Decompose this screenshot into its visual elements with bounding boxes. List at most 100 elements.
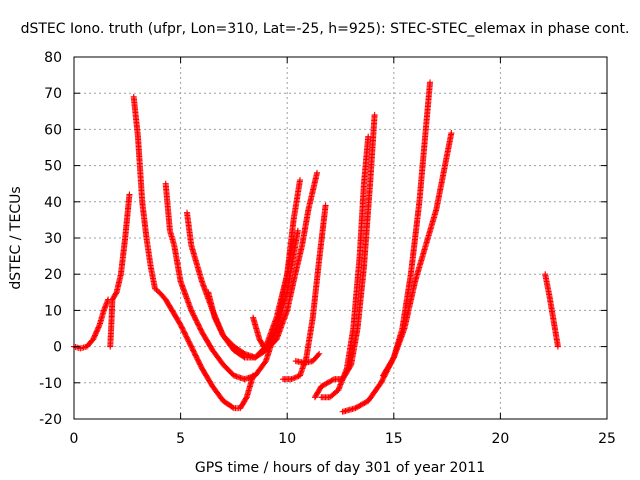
trace-marker — [319, 382, 326, 389]
trace-marker — [194, 320, 201, 327]
trace-marker — [229, 404, 236, 411]
trace-marker — [192, 351, 199, 358]
trace-marker — [192, 316, 199, 323]
data-point — [314, 169, 321, 176]
trace-marker — [96, 323, 103, 330]
trace-marker — [190, 312, 197, 319]
data-point — [352, 405, 359, 412]
trace-marker — [192, 352, 199, 359]
trace-marker — [191, 313, 198, 320]
data-point — [371, 111, 378, 118]
trace-marker — [354, 403, 361, 410]
trace-marker — [195, 322, 202, 329]
trace-marker — [362, 399, 369, 406]
data-point — [427, 79, 434, 86]
trace-marker — [215, 322, 222, 329]
data-point — [324, 379, 331, 386]
trace-marker — [197, 361, 204, 368]
data-point — [90, 336, 97, 343]
trace-marker — [190, 348, 197, 355]
data-point — [288, 376, 295, 383]
trace-marker — [218, 328, 225, 335]
data-point — [126, 191, 133, 198]
y-tick-label: 30 — [44, 231, 62, 247]
trace-marker — [197, 326, 204, 333]
trace-marker — [197, 362, 204, 369]
chart-title: dSTEC Iono. truth (ufpr, Lon=310, Lat=-2… — [21, 21, 630, 37]
trace-marker — [193, 317, 200, 324]
trace-marker — [190, 347, 197, 354]
data-point — [211, 314, 218, 321]
trace-marker — [322, 381, 329, 388]
x-tick-label: 20 — [491, 431, 509, 447]
trace-marker — [178, 323, 185, 330]
trace-marker — [357, 402, 364, 409]
trace-marker — [178, 324, 185, 331]
data-point — [365, 133, 372, 140]
trace-marker — [214, 319, 221, 326]
y-tick-label: -10 — [39, 376, 62, 392]
trace-marker — [214, 321, 221, 328]
data-point — [296, 177, 303, 184]
trace-marker — [179, 325, 186, 332]
y-tick-label: 70 — [44, 86, 62, 102]
data-point — [322, 202, 329, 209]
data-point — [294, 227, 301, 234]
trace-marker — [194, 356, 201, 363]
trace-marker — [328, 377, 335, 384]
data-point — [554, 343, 561, 350]
trace-marker — [112, 290, 119, 297]
trace-marker — [196, 360, 203, 367]
data-series — [71, 79, 561, 415]
trace-marker — [95, 324, 102, 331]
trace-marker — [217, 326, 224, 333]
trace-marker — [353, 404, 360, 411]
trace-marker — [195, 321, 202, 328]
trace-marker — [212, 317, 219, 324]
y-tick-label: 60 — [44, 122, 62, 138]
trace-marker — [361, 400, 368, 407]
trace-marker — [181, 330, 188, 337]
trace-marker — [320, 381, 327, 388]
data-point — [188, 307, 195, 314]
trace-marker — [94, 325, 101, 332]
trace-marker — [360, 400, 367, 407]
data-point — [318, 383, 325, 390]
trace-marker — [213, 318, 220, 325]
y-tick-label: 50 — [44, 159, 62, 175]
y-axis-label: dSTEC / TECUs — [8, 186, 24, 289]
trace-marker — [191, 349, 198, 356]
trace-marker — [215, 323, 222, 330]
trace-marker — [323, 380, 330, 387]
trace-marker — [193, 353, 200, 360]
trace-marker — [188, 344, 195, 351]
trace-marker — [182, 332, 189, 339]
trace-marker — [185, 338, 192, 345]
trace-marker — [180, 326, 187, 333]
trace-marker — [93, 328, 100, 335]
x-tick-label: 5 — [176, 431, 185, 447]
y-tick-label: 0 — [53, 340, 62, 356]
trace-marker — [190, 311, 197, 318]
trace-marker — [315, 352, 322, 359]
data-point — [316, 350, 323, 357]
data-point — [177, 321, 184, 328]
trace-marker — [195, 357, 202, 364]
trace-marker — [268, 335, 275, 342]
y-tick-label: -20 — [39, 412, 62, 428]
trace-marker — [216, 324, 223, 331]
x-axis-label: GPS time / hours of day 301 of year 2011 — [195, 460, 485, 476]
trace-marker — [193, 355, 200, 362]
data-point — [448, 130, 455, 137]
trace-marker — [192, 315, 199, 322]
trace-marker — [329, 376, 336, 383]
trace-marker — [261, 359, 268, 366]
x-tick-label: 10 — [278, 431, 296, 447]
trace-marker — [94, 327, 101, 334]
y-tick-label: 80 — [44, 50, 62, 66]
trace-marker — [187, 342, 194, 349]
trace-marker — [93, 329, 100, 336]
trace-marker — [185, 337, 192, 344]
trace-marker — [183, 333, 190, 340]
